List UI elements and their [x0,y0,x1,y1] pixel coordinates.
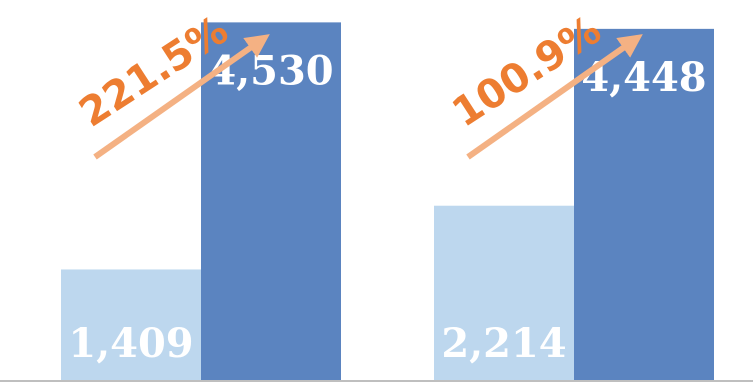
bar-g1-second [201,22,341,381]
bar-g2-second [574,28,714,381]
data-label-g1-second: 4,530 [208,47,333,94]
data-label-g1-first: 1,409 [68,320,193,367]
growth-arrow-g1 [93,34,270,160]
annotations-layer: 221.5% 100.9% [71,7,643,160]
bar-g1-first [61,269,201,381]
data-label-g2-first: 2,214 [441,320,566,367]
bar-g2-first [434,205,574,381]
growth-arrow-g2 [466,34,643,160]
